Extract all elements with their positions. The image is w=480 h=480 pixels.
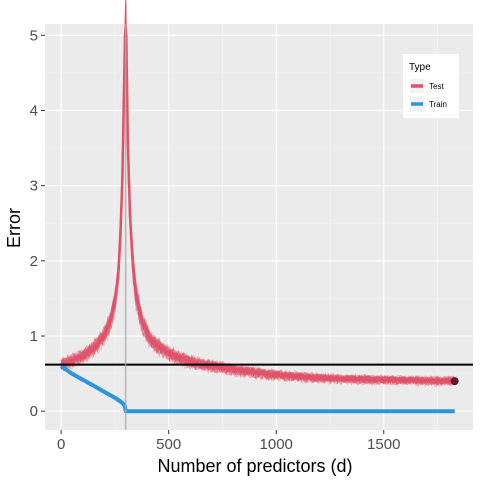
legend: Type Test Train <box>403 54 459 118</box>
y-axis-title: Error <box>4 208 24 248</box>
highlighted-point <box>450 377 459 386</box>
series-layer <box>59 0 456 414</box>
y-tick-label: 4 <box>30 102 38 119</box>
x-axis-title: Number of predictors (d) <box>157 456 352 476</box>
test-series-line <box>60 26 455 383</box>
series-train <box>59 364 455 414</box>
series-test <box>60 0 456 387</box>
y-tick-label: 2 <box>30 253 38 270</box>
y-tick-label: 0 <box>30 403 38 420</box>
y-tick-label: 3 <box>30 178 38 195</box>
x-tick-label: 1000 <box>260 436 293 453</box>
x-tick-label: 500 <box>156 436 181 453</box>
legend-label-test: Test <box>429 82 444 91</box>
grid-major <box>45 24 473 430</box>
x-axis: 0 500 1000 1500 <box>57 430 400 453</box>
highlighted-point-layer <box>450 377 459 386</box>
legend-title: Type <box>409 62 431 73</box>
plot-panel <box>45 24 473 430</box>
x-tick-label: 1500 <box>367 436 400 453</box>
legend-label-train: Train <box>429 100 447 109</box>
y-tick-label: 1 <box>30 328 38 345</box>
y-axis: 0 1 2 3 4 5 <box>30 27 45 420</box>
y-tick-label: 5 <box>30 27 38 44</box>
train-series-line <box>59 364 455 414</box>
reference-lines <box>45 24 473 430</box>
x-tick-label: 0 <box>57 436 65 453</box>
